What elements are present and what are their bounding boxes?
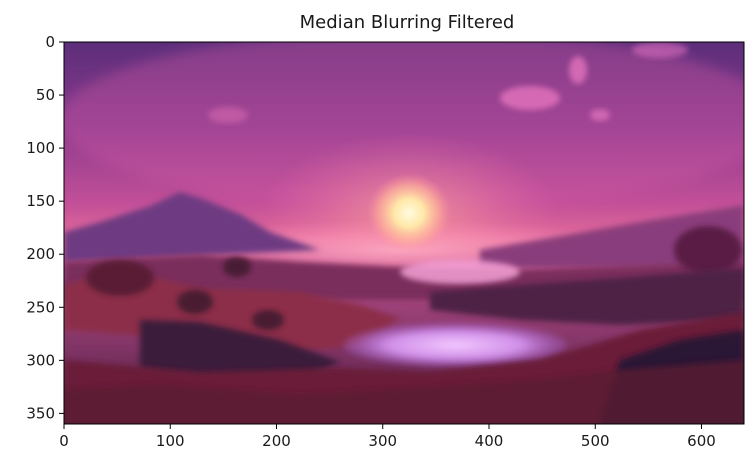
y-tick-label: 200 (26, 245, 55, 263)
tree-clump (252, 310, 284, 330)
x-tick-label: 100 (156, 432, 185, 450)
plot-frame (63, 41, 745, 425)
x-tick-label: 400 (475, 432, 504, 450)
x-tick-label: 600 (687, 432, 716, 450)
tree-clump (674, 226, 742, 274)
filtered-image (64, 42, 744, 424)
y-tick-label: 250 (26, 298, 55, 316)
foreground-ridge (64, 360, 744, 424)
x-axis: 0 100 200 300 400 500 600 (59, 424, 716, 450)
x-tick-label: 300 (368, 432, 397, 450)
bright-river-glow (400, 260, 520, 284)
chart-title: Median Blurring Filtered (300, 12, 515, 33)
y-tick-label: 350 (26, 404, 55, 422)
mountain (64, 192, 320, 262)
cloud-wisp (500, 86, 560, 110)
x-tick-label: 0 (59, 432, 69, 450)
sun (367, 173, 451, 253)
x-tick-label: 500 (581, 432, 610, 450)
lake (343, 323, 567, 367)
y-tick-label: 300 (26, 351, 55, 369)
y-tick-label: 50 (36, 86, 55, 104)
cloud-wisp (590, 109, 610, 121)
y-axis: 0 50 100 150 200 250 300 350 (26, 33, 64, 422)
cloud-wisp (208, 107, 248, 123)
y-tick-label: 150 (26, 192, 55, 210)
cloud-wisp (569, 56, 587, 84)
cloud-wisp (632, 42, 688, 58)
y-tick-label: 0 (45, 33, 55, 51)
dark-right-landmass (430, 268, 744, 325)
tree-clump (223, 257, 251, 277)
shadow-left-shore (140, 320, 340, 380)
tree-clump (86, 260, 154, 296)
x-tick-label: 200 (262, 432, 291, 450)
upper-sky-haze (64, 42, 744, 210)
y-tick-label: 100 (26, 139, 55, 157)
tree-clump (177, 290, 213, 314)
